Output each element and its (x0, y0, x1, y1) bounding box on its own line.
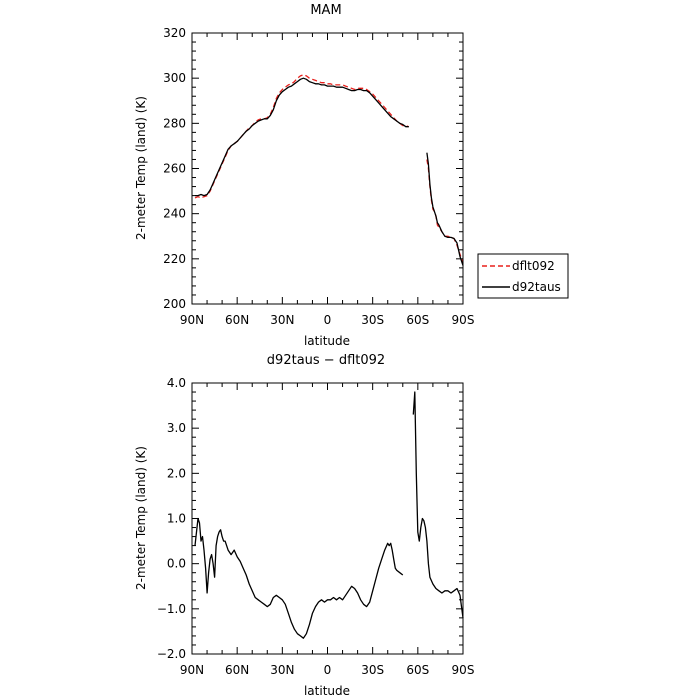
bottom-series-difference-line (194, 517, 404, 639)
top-y-tick-label: 220 (163, 252, 186, 266)
legend-box (477, 253, 569, 299)
top-chart-title: MAM (310, 3, 341, 18)
top-y-tick-labels: 200 220 240 260 280 300 320 (163, 26, 186, 311)
bottom-x-tick-label: 30S (361, 663, 384, 677)
top-x-tick-labels: 90N 60N 30N 0 30S 60S 90S (180, 313, 475, 327)
bottom-x-axis-label: latitude (304, 684, 350, 698)
top-panel: MAM 2-meter Temp (land) (K) latitude 90N… (134, 3, 474, 348)
bottom-x-tick-labels: 90N 60N 30N 0 30S 60S 90S (180, 663, 475, 677)
top-x-tick-label: 30N (270, 313, 294, 327)
bottom-x-tick-label: 30N (270, 663, 294, 677)
top-y-tick-label: 260 (163, 162, 186, 176)
top-x-tick-label: 90N (180, 313, 204, 327)
top-x-tick-label: 60S (406, 313, 429, 327)
bottom-x-tick-label: 90S (452, 663, 475, 677)
bottom-x-tick-label: 90N (180, 663, 204, 677)
top-y-tick-label: 280 (163, 116, 186, 130)
bottom-panel: d92taus − dflt092 2-meter Temp (land) (K… (134, 353, 474, 698)
bottom-x-tick-label: 60S (406, 663, 429, 677)
bottom-y-tick-labels: −2.0 −1.0 0.0 1.0 2.0 3.0 4.0 (157, 376, 186, 661)
top-series-dflt092-line (194, 74, 410, 199)
bottom-y-tick-label: 1.0 (167, 512, 186, 526)
top-plot-frame (191, 32, 464, 305)
top-x-tick-label: 60N (225, 313, 249, 327)
top-y-tick-label: 300 (163, 71, 186, 85)
bottom-series-lines (194, 391, 464, 639)
bottom-y-axis-label: 2-meter Temp (land) (K) (134, 446, 148, 590)
top-x-tick-label: 90S (452, 313, 475, 327)
bottom-y-tick-label: 2.0 (167, 466, 186, 480)
top-series-d92taus-line (426, 152, 464, 266)
top-series-lines (194, 74, 464, 266)
bottom-plot-frame (191, 382, 464, 655)
bottom-series-difference-line (412, 391, 464, 618)
bottom-y-tick-label: 3.0 (167, 421, 186, 435)
top-y-tick-label: 200 (163, 297, 186, 311)
bottom-chart-title: d92taus − dflt092 (267, 353, 385, 368)
bottom-y-tick-label: 4.0 (167, 376, 186, 390)
bottom-x-tick-label: 0 (324, 663, 332, 677)
top-y-axis-label: 2-meter Temp (land) (K) (134, 96, 148, 240)
top-x-tick-label: 0 (324, 313, 332, 327)
bottom-y-tick-label: −1.0 (157, 602, 186, 616)
top-x-axis-label: latitude (304, 334, 350, 348)
legend-label-dflt092: dflt092 (512, 259, 555, 273)
bottom-x-tick-label: 60N (225, 663, 249, 677)
top-y-tick-label: 320 (163, 26, 186, 40)
legend-label-d92taus: d92taus (512, 280, 561, 294)
bottom-y-tick-label: 0.0 (167, 557, 186, 571)
top-y-tick-label: 240 (163, 207, 186, 221)
legend: dflt092 d92taus (477, 253, 569, 299)
top-x-tick-label: 30S (361, 313, 384, 327)
bottom-y-tick-label: −2.0 (157, 647, 186, 661)
top-series-d92taus-line (195, 77, 409, 197)
top-tick-marks (191, 32, 464, 305)
